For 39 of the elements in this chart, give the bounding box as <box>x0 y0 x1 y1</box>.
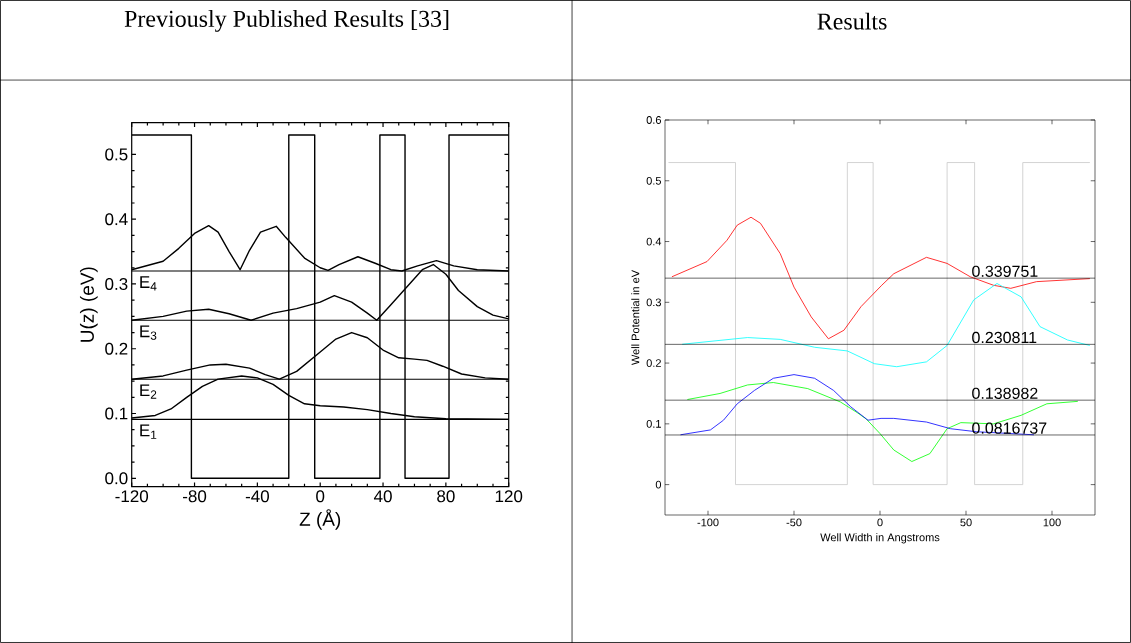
x-tick-label: 100 <box>1043 518 1061 527</box>
ref-line-label: 0.339751 <box>972 265 1038 277</box>
x-tick-label: -40 <box>245 490 269 503</box>
chart-title: Previously Published Results [33] <box>124 10 449 32</box>
y-tick-label: 0.3 <box>105 277 128 290</box>
x-tick-label: 80 <box>437 490 455 503</box>
y-axis-title: Well Potential in eV <box>631 269 640 366</box>
y-tick-label: 0.4 <box>105 213 128 226</box>
x-tick-label: 50 <box>960 518 972 527</box>
x-tick-label: 40 <box>373 490 392 503</box>
ref-line-label: E$_{2}$ <box>140 384 157 399</box>
x-tick-label: -50 <box>786 518 802 527</box>
chart-title: Results <box>817 12 887 30</box>
ref-line-label: 0.0816737 <box>972 422 1047 434</box>
y-axis-title: U(z) (eV) <box>79 267 98 342</box>
x-tick-label: 0 <box>316 490 325 503</box>
ref-line-label: 0.230811 <box>972 331 1037 344</box>
ref-line-label: E$_{3}$ <box>140 325 157 340</box>
y-tick-label: 0.4 <box>646 237 662 246</box>
y-tick-label: 0.0 <box>105 472 128 485</box>
x-tick-label: -100 <box>697 518 719 527</box>
y-tick-label: 0.5 <box>646 176 662 185</box>
ref-line-label: 0.138982 <box>972 387 1038 399</box>
ref-line-label: E$_{1}$ <box>140 424 157 439</box>
ref-line-label: E$_{4}$ <box>140 276 157 291</box>
y-tick-label: 0.2 <box>105 342 128 355</box>
y-tick-label: 0.1 <box>105 407 128 420</box>
x-axis-title: Z (Å) <box>299 509 341 530</box>
y-tick-label: 0.5 <box>105 148 128 161</box>
x-tick-label: -80 <box>183 490 207 503</box>
y-tick-label: 0 <box>655 480 662 489</box>
y-tick-label: 0.3 <box>646 298 661 307</box>
y-tick-label: 0.6 <box>646 116 661 124</box>
x-tick-label: 0 <box>877 518 883 527</box>
x-tick-label: 120 <box>495 490 523 503</box>
x-axis-title: Well Width in Angstroms <box>820 533 940 544</box>
y-tick-label: 0.1 <box>646 419 661 428</box>
x-tick-label: -120 <box>115 490 149 503</box>
y-tick-label: 0.2 <box>646 359 661 367</box>
